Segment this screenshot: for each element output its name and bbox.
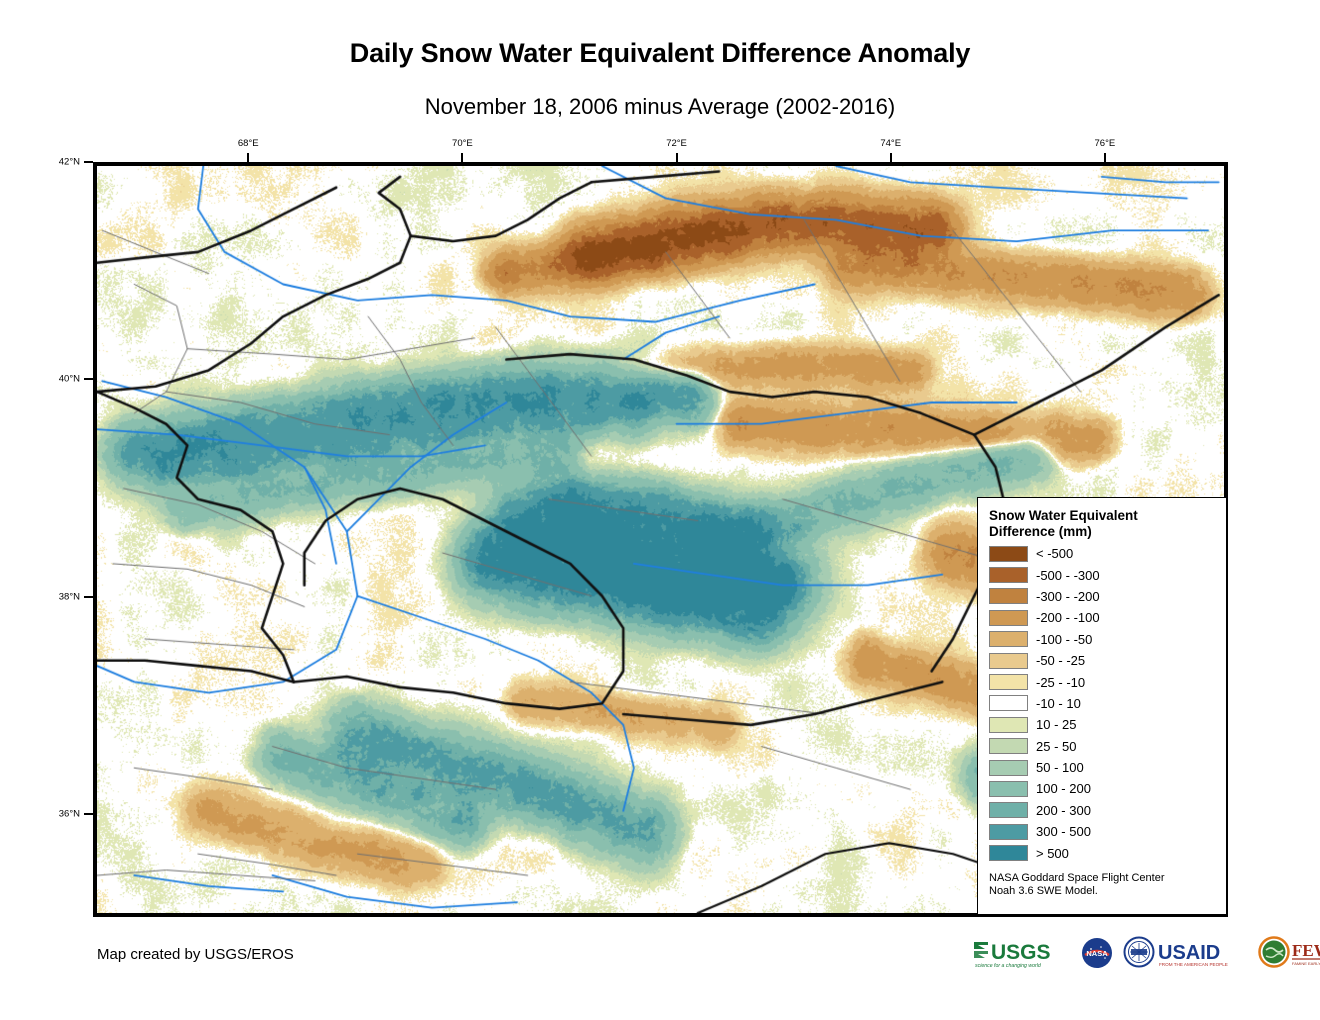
legend-swatch-10 (989, 759, 1028, 776)
legend-title-line1: Snow Water Equivalent (989, 508, 1138, 523)
legend-swatch-9 (989, 738, 1028, 755)
nasa-logo: NASA (1082, 938, 1112, 968)
agency-logo-strip: USGS science for a changing world NASA U… (972, 932, 1320, 974)
legend-row-8: 10 - 25 (989, 714, 1226, 735)
legend-swatch-2 (989, 588, 1028, 605)
legend-label-14: > 500 (1036, 845, 1069, 861)
legend-label-3: -200 - -100 (1036, 610, 1100, 626)
legend-swatch-11 (989, 780, 1028, 797)
legend-row-13: 300 - 500 (989, 821, 1226, 842)
legend-label-9: 25 - 50 (1036, 738, 1077, 754)
longitude-tick-3 (889, 153, 892, 162)
legend-class-list: < -500 -500 - -300 -300 - -200 -200 - -100 -… (989, 543, 1226, 864)
usgs-logo: USGS science for a changing world (974, 941, 1051, 969)
latitude-tick-label-0: 42°N (58, 156, 80, 168)
legend-row-1: -500 - -300 (989, 564, 1226, 585)
legend-row-12: 200 - 300 (989, 800, 1226, 821)
legend-swatch-14 (989, 845, 1028, 862)
legend-label-8: 10 - 25 (1036, 717, 1077, 733)
legend-label-10: 50 - 100 (1036, 760, 1084, 776)
map-credit: Map created by USGS/EROS (97, 946, 294, 963)
legend-label-7: -10 - 10 (1036, 695, 1081, 711)
legend-title-line2: Difference (mm) (989, 523, 1092, 539)
usaid-logo: USAID FROM THE AMERICAN PEOPLE (1123, 936, 1228, 968)
legend-swatch-0 (989, 545, 1028, 562)
legend-title: Snow Water Equivalent Difference (mm) (989, 508, 1179, 539)
longitude-tick-label-0: 68°E (237, 138, 259, 149)
svg-text:FEWS NET: FEWS NET (1292, 941, 1320, 960)
longitude-tick-label-4: 76°E (1094, 138, 1116, 149)
longitude-tick-1 (461, 153, 464, 162)
latitude-tick-1 (84, 378, 93, 381)
legend-row-3: -200 - -100 (989, 607, 1226, 628)
legend-label-1: -500 - -300 (1036, 567, 1100, 583)
latitude-tick-label-2: 38°N (58, 591, 80, 603)
legend-swatch-7 (989, 695, 1028, 712)
legend-row-5: -50 - -25 (989, 650, 1226, 671)
longitude-tick-label-1: 70°E (452, 138, 473, 149)
longitude-tick-4 (1103, 153, 1106, 162)
latitude-tick-3 (84, 812, 93, 815)
fewsnet-logo: FEWS NET FAMINE EARLY WARNING SYSTEMS NE… (1258, 936, 1320, 968)
legend-source-note: NASA Goddard Space Flight Center Noah 3.… (989, 872, 1226, 899)
legend-swatch-3 (989, 609, 1028, 626)
page-subtitle: November 18, 2006 minus Average (2002-20… (424, 94, 896, 119)
latitude-tick-label-3: 36°N (58, 808, 80, 820)
page-title: Daily Snow Water Equivalent Difference A… (349, 38, 971, 68)
legend-label-11: 100 - 200 (1036, 781, 1091, 797)
legend-source-line2: Noah 3.6 SWE Model. (989, 885, 1098, 898)
longitude-tick-2 (675, 153, 678, 162)
svg-text:USAID: USAID (1158, 942, 1220, 964)
svg-text:FROM THE AMERICAN PEOPLE: FROM THE AMERICAN PEOPLE (1159, 962, 1228, 967)
legend-label-4: -100 - -50 (1036, 631, 1093, 647)
legend-panel: Snow Water Equivalent Difference (mm) < … (977, 497, 1227, 915)
legend-swatch-5 (989, 652, 1028, 669)
legend-swatch-13 (989, 823, 1028, 840)
legend-swatch-6 (989, 674, 1028, 691)
legend-row-14: > 500 (989, 842, 1226, 863)
svg-text:science for a changing world: science for a changing world (975, 963, 1042, 969)
legend-source-line1: NASA Goddard Space Flight Center (989, 871, 1165, 884)
longitude-tick-0 (247, 153, 250, 162)
legend-swatch-8 (989, 716, 1028, 733)
legend-row-4: -100 - -50 (989, 629, 1226, 650)
legend-row-6: -25 - -10 (989, 671, 1226, 692)
longitude-tick-label-3: 74°E (880, 138, 902, 149)
latitude-tick-0 (84, 161, 93, 163)
legend-label-6: -25 - -10 (1036, 674, 1086, 690)
legend-label-5: -50 - -25 (1036, 653, 1086, 669)
legend-label-13: 300 - 500 (1036, 824, 1091, 840)
longitude-tick-label-2: 72°E (666, 138, 687, 149)
svg-text:NASA: NASA (1086, 949, 1108, 958)
legend-row-9: 25 - 50 (989, 736, 1226, 757)
legend-label-2: -300 - -200 (1036, 588, 1100, 604)
svg-text:FAMINE EARLY WARNING SYSTEMS N: FAMINE EARLY WARNING SYSTEMS NETWORK (1292, 961, 1320, 966)
legend-row-2: -300 - -200 (989, 586, 1226, 607)
svg-text:USGS: USGS (991, 941, 1051, 964)
legend-row-11: 100 - 200 (989, 778, 1226, 799)
latitude-tick-2 (84, 595, 93, 598)
legend-swatch-12 (989, 802, 1028, 819)
legend-row-10: 50 - 100 (989, 757, 1226, 778)
legend-row-0: < -500 (989, 543, 1226, 564)
latitude-tick-label-1: 40°N (58, 373, 80, 385)
legend-row-7: -10 - 10 (989, 693, 1226, 714)
legend-label-12: 200 - 300 (1036, 802, 1091, 818)
legend-swatch-1 (989, 567, 1028, 584)
legend-label-0: < -500 (1036, 546, 1074, 562)
legend-swatch-4 (989, 631, 1028, 648)
